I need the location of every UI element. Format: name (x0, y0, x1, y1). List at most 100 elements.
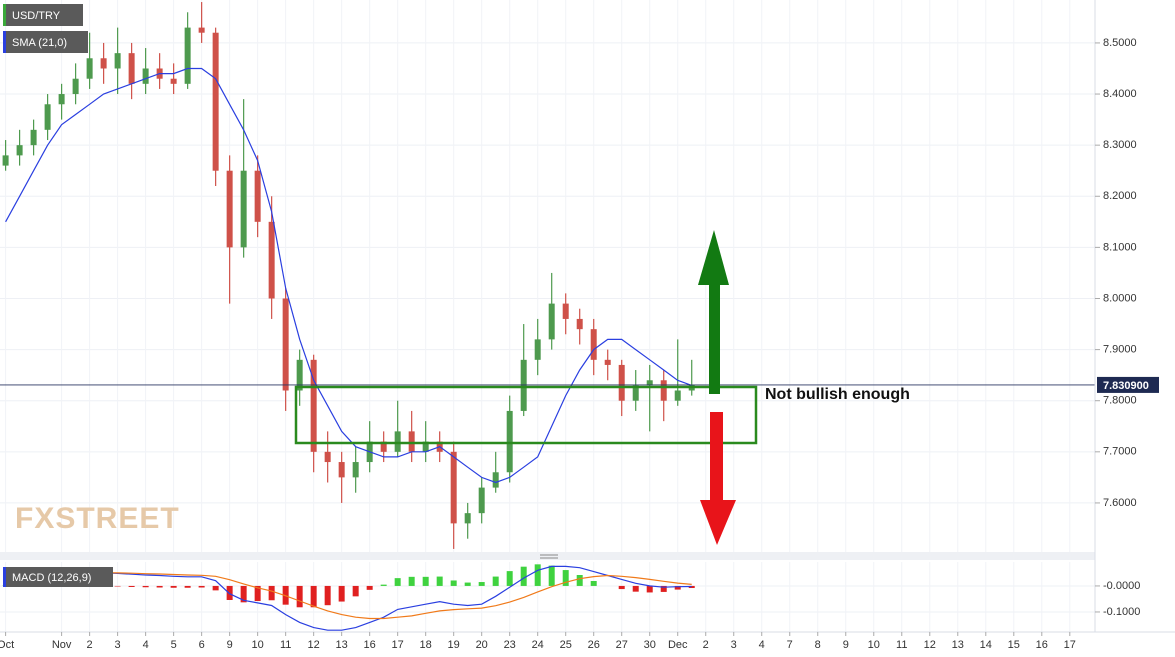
candle-body (254, 170, 261, 222)
x-tick-label: Dec (668, 639, 688, 651)
candle-body (506, 410, 513, 473)
histogram-bar (366, 585, 373, 590)
x-tick-label: 20 (476, 639, 488, 651)
histogram-bar (170, 585, 177, 588)
candle-body (72, 78, 79, 95)
x-tick-label: 5 (171, 639, 177, 651)
candle-body (324, 451, 331, 463)
last-price-label: 7.830900 (1103, 380, 1149, 392)
x-tick-label: 23 (504, 639, 516, 651)
candle-body (114, 53, 121, 69)
legend-swatch (3, 4, 6, 26)
x-tick-label: 2 (87, 639, 93, 651)
x-tick-label: 24 (532, 639, 544, 651)
y-tick-label: -0.0000 (1103, 580, 1140, 592)
histogram-bar (240, 585, 247, 603)
candle-body (604, 359, 611, 365)
x-tick-label: 8 (815, 639, 821, 651)
y-tick-label: 8.3000 (1103, 139, 1137, 151)
x-tick-label: 26 (588, 639, 600, 651)
candle-body (520, 359, 527, 411)
y-tick-label: 7.9000 (1103, 344, 1137, 356)
histogram-bar (646, 585, 653, 593)
x-tick-label: 27 (616, 639, 628, 651)
histogram-bar (184, 585, 191, 588)
histogram-bar (478, 582, 485, 586)
candle-body (450, 451, 457, 524)
x-tick-label: 4 (143, 639, 149, 651)
x-tick-label: 19 (448, 639, 460, 651)
x-tick-label: 9 (843, 639, 849, 651)
histogram-bar (436, 576, 443, 586)
candle-body (212, 32, 219, 171)
legend-title: MACD (12,26,9) (12, 572, 91, 584)
candle-body (16, 145, 23, 156)
histogram-bar (576, 575, 583, 586)
candle-body (268, 221, 275, 299)
candle-body (310, 359, 317, 452)
histogram-bar (618, 585, 625, 590)
x-tick-label: 30 (644, 639, 656, 651)
x-tick-label: 17 (392, 639, 404, 651)
histogram-bar (352, 585, 359, 597)
plot (0, 2, 1095, 631)
histogram-bar (198, 585, 205, 588)
histogram-bar (296, 585, 303, 608)
histogram-bar (534, 564, 541, 586)
histogram-bar (380, 584, 387, 586)
x-tick-label: Oct (0, 639, 14, 651)
histogram-bar (464, 582, 471, 586)
watermark: FXSTREET (15, 502, 180, 535)
x-tick-label: 13 (952, 639, 964, 651)
x-tick-label: 14 (980, 639, 992, 651)
candle-body (170, 78, 177, 84)
histogram-bar (324, 585, 331, 606)
macd-line (5, 571, 692, 620)
y-tick-label: 8.2000 (1103, 190, 1137, 202)
candle-body (422, 441, 429, 452)
candle-body (576, 318, 583, 330)
histogram-bar (408, 576, 415, 586)
candle-body (548, 303, 555, 340)
histogram-bar (688, 585, 695, 589)
x-tick-label: 3 (731, 639, 737, 651)
histogram-bar (212, 585, 219, 591)
x-tick-label: 16 (364, 639, 376, 651)
histogram-bar (128, 585, 135, 587)
candle-body (352, 462, 359, 478)
histogram-bar (268, 585, 275, 601)
histogram-bar (590, 580, 597, 586)
candle-body (226, 170, 233, 248)
histogram-bar (310, 585, 317, 608)
candle-body (632, 385, 639, 401)
x-tick-label: 15 (1008, 639, 1020, 651)
histogram-bar (156, 585, 163, 588)
histogram-bar (562, 570, 569, 586)
candle-body (674, 390, 681, 401)
y-tick-label: 8.4000 (1103, 88, 1137, 100)
candle-body (534, 339, 541, 360)
x-tick-label: 2 (703, 639, 709, 651)
candle-body (380, 441, 387, 452)
histogram-bar (632, 585, 639, 592)
legend-box (3, 567, 113, 587)
histogram-bar (520, 566, 527, 586)
y-tick-label: -0.1000 (1103, 606, 1140, 618)
legend-box (3, 31, 88, 53)
candle-body (30, 129, 37, 146)
candle-body (408, 431, 415, 452)
x-tick-label: 18 (420, 639, 432, 651)
x-tick-label: 11 (280, 639, 291, 651)
histogram-bar (492, 576, 499, 586)
histogram-bar (254, 585, 261, 602)
candle-body (86, 58, 93, 79)
candle-body (142, 68, 149, 84)
candle-body (590, 329, 597, 360)
candle-body (2, 155, 9, 166)
y-tick-label: 8.5000 (1103, 37, 1137, 49)
y-tick-label: 8.1000 (1103, 241, 1137, 253)
histogram-bar (114, 585, 121, 587)
histogram-bar (674, 585, 681, 590)
